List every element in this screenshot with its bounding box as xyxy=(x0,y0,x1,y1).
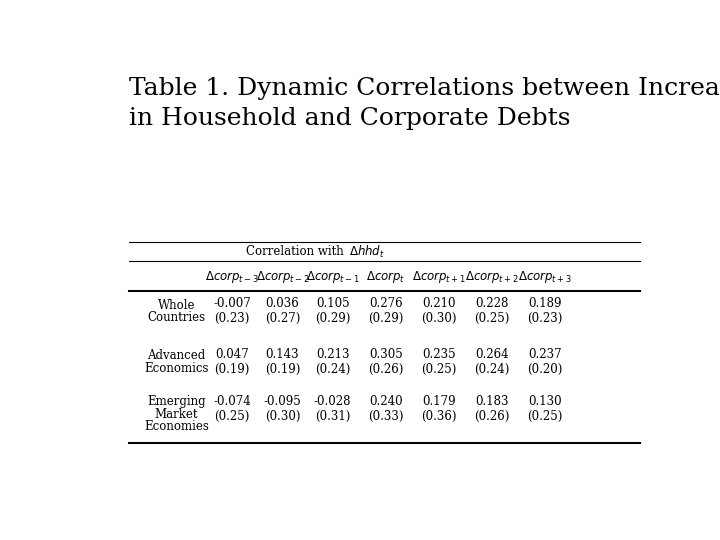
Text: $\Delta corp_{t+3}$: $\Delta corp_{t+3}$ xyxy=(518,269,572,285)
Text: Advanced: Advanced xyxy=(148,349,206,362)
Text: (0.25): (0.25) xyxy=(527,410,562,423)
Text: Emerging: Emerging xyxy=(147,395,206,408)
Text: (0.24): (0.24) xyxy=(474,363,510,376)
Text: $\Delta hhd_t$: $\Delta hhd_t$ xyxy=(349,244,385,260)
Text: (0.26): (0.26) xyxy=(474,410,510,423)
Text: 0.130: 0.130 xyxy=(528,395,562,408)
Text: 0.237: 0.237 xyxy=(528,348,562,361)
Text: 0.235: 0.235 xyxy=(422,348,456,361)
Text: Table 1. Dynamic Correlations between Increases
in Household and Corporate Debts: Table 1. Dynamic Correlations between In… xyxy=(129,77,720,130)
Text: 0.213: 0.213 xyxy=(316,348,349,361)
Text: -0.095: -0.095 xyxy=(264,395,302,408)
Text: (0.23): (0.23) xyxy=(527,312,562,326)
Text: -0.028: -0.028 xyxy=(314,395,351,408)
Text: Economics: Economics xyxy=(144,362,209,375)
Text: (0.24): (0.24) xyxy=(315,363,351,376)
Text: (0.30): (0.30) xyxy=(421,312,456,326)
Text: $\Delta corp_{t-3}$: $\Delta corp_{t-3}$ xyxy=(205,269,259,285)
Text: $\Delta corp_{t+2}$: $\Delta corp_{t+2}$ xyxy=(465,269,518,285)
Text: Economies: Economies xyxy=(144,420,209,433)
Text: (0.30): (0.30) xyxy=(265,410,300,423)
Text: $\Delta corp_{t-1}$: $\Delta corp_{t-1}$ xyxy=(306,269,359,285)
Text: 0.264: 0.264 xyxy=(475,348,508,361)
Text: 0.183: 0.183 xyxy=(475,395,508,408)
Text: 0.143: 0.143 xyxy=(266,348,300,361)
Text: Countries: Countries xyxy=(148,311,205,324)
Text: 0.240: 0.240 xyxy=(369,395,402,408)
Text: 0.036: 0.036 xyxy=(266,298,300,310)
Text: 0.305: 0.305 xyxy=(369,348,402,361)
Text: (0.19): (0.19) xyxy=(265,363,300,376)
Text: (0.25): (0.25) xyxy=(474,312,510,326)
Text: (0.19): (0.19) xyxy=(215,363,250,376)
Text: (0.25): (0.25) xyxy=(421,363,456,376)
Text: (0.29): (0.29) xyxy=(315,312,351,326)
Text: (0.29): (0.29) xyxy=(368,312,403,326)
Text: (0.36): (0.36) xyxy=(421,410,456,423)
Text: 0.179: 0.179 xyxy=(422,395,456,408)
Text: (0.31): (0.31) xyxy=(315,410,351,423)
Text: (0.27): (0.27) xyxy=(265,312,300,326)
Text: (0.20): (0.20) xyxy=(527,363,562,376)
Text: 0.210: 0.210 xyxy=(422,298,456,310)
Text: Correlation with: Correlation with xyxy=(246,245,344,259)
Text: -0.007: -0.007 xyxy=(213,298,251,310)
Text: Market: Market xyxy=(155,408,198,421)
Text: (0.23): (0.23) xyxy=(215,312,250,326)
Text: -0.074: -0.074 xyxy=(213,395,251,408)
Text: (0.33): (0.33) xyxy=(368,410,403,423)
Text: 0.189: 0.189 xyxy=(528,298,562,310)
Text: 0.105: 0.105 xyxy=(316,298,349,310)
Text: (0.26): (0.26) xyxy=(368,363,403,376)
Text: Whole: Whole xyxy=(158,299,195,312)
Text: (0.25): (0.25) xyxy=(215,410,250,423)
Text: $\Delta corp_{t-2}$: $\Delta corp_{t-2}$ xyxy=(256,269,310,285)
Text: $\Delta corp_{t+1}$: $\Delta corp_{t+1}$ xyxy=(412,269,466,285)
Text: $\Delta corp_{t}$: $\Delta corp_{t}$ xyxy=(366,269,405,285)
Text: 0.047: 0.047 xyxy=(215,348,249,361)
Text: 0.228: 0.228 xyxy=(475,298,508,310)
Text: 0.276: 0.276 xyxy=(369,298,402,310)
